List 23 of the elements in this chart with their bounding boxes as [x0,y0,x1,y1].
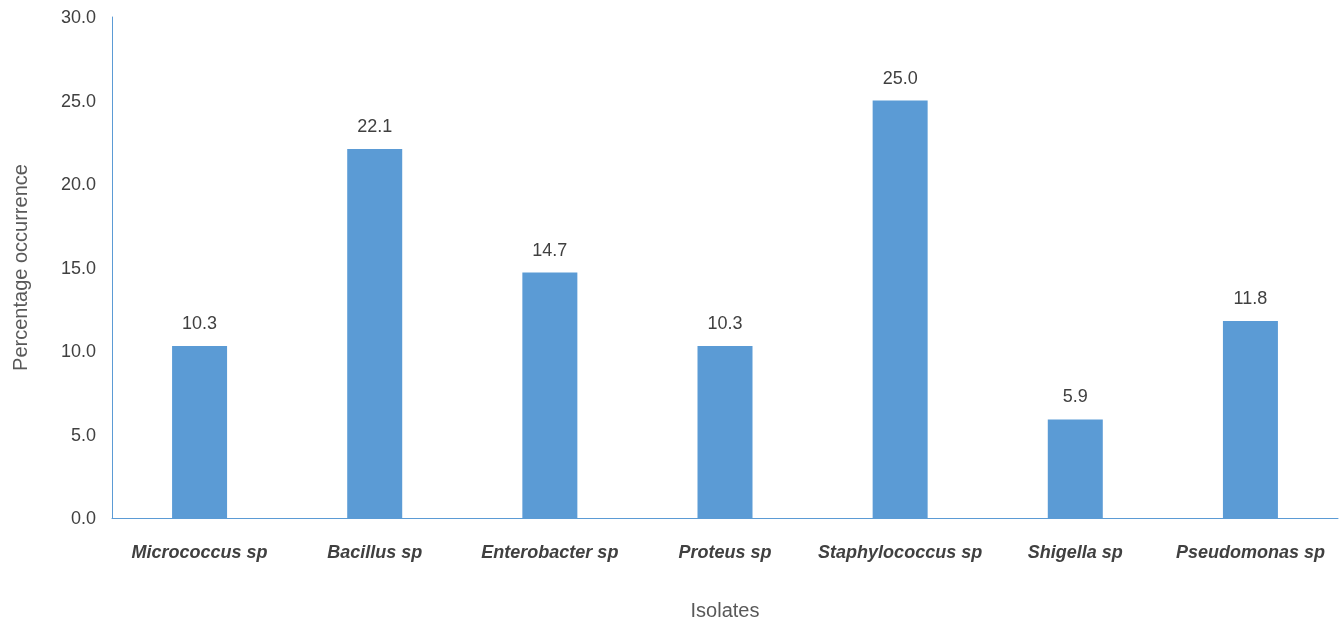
y-tick-label: 20.0 [60,174,96,194]
x-tick-label: Staphylococcus sp [818,542,983,562]
y-tick-label: 0.0 [70,508,96,528]
y-axis-title: Percentage occurrence [9,164,31,371]
x-tick-label: Micrococcus sp [131,542,268,562]
y-tick-label: 15.0 [60,257,96,278]
data-label: 5.9 [1062,386,1088,407]
data-label: 25.0 [882,67,918,88]
y-tick-label: 25.0 [60,90,96,111]
y-tick-label: 5.0 [70,424,96,445]
y-tick-label: 30.0 [60,7,96,27]
data-label: 10.3 [182,312,218,333]
x-tick-label: Bacillus sp [327,542,423,562]
data-label: 10.3 [707,312,743,333]
x-tick-label: Enterobacter sp [481,542,619,562]
x-tick-label: Proteus sp [678,542,772,562]
data-label: 22.1 [357,115,393,136]
y-tick-label: 10.0 [60,341,96,361]
data-label: 14.7 [532,239,568,260]
x-tick-label: Pseudomonas sp [1175,542,1325,562]
x-axis-title: Isolates [690,599,760,621]
data-label: 11.8 [1233,287,1268,308]
x-tick-label: Shigella sp [1027,542,1123,562]
